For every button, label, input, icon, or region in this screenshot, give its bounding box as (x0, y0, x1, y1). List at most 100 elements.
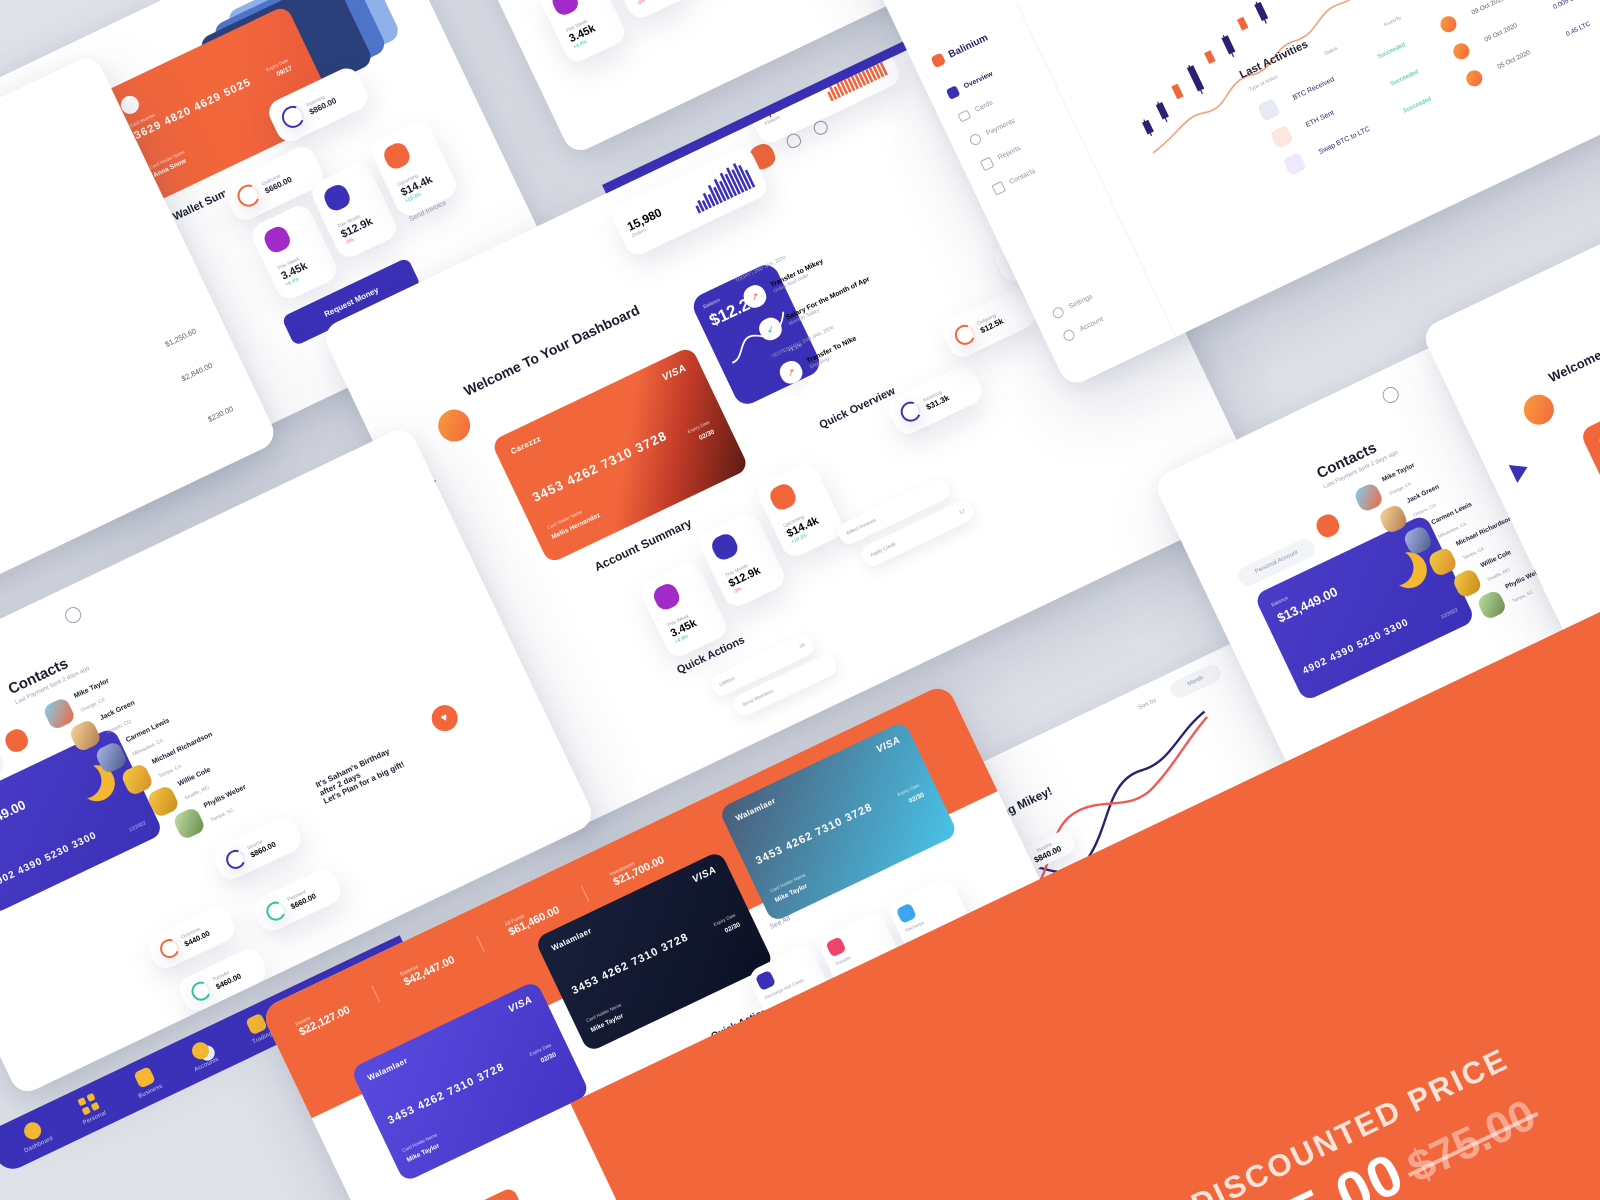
nav-item-dashboard[interactable]: Dashboard (14, 1116, 55, 1154)
contact-name: Mike Taylor (1381, 461, 1416, 484)
avatar (171, 806, 207, 841)
quick-action-label: Send Members (741, 688, 775, 709)
page-title: Welcome To Your Dashboard (1546, 295, 1600, 386)
avatar (1437, 13, 1460, 35)
sidebar-label: Reports (996, 144, 1023, 162)
card-number: 3453 4262 7310 3728 (529, 427, 670, 505)
stat-card-week[interactable]: This Week 3.45k +4.4% (535, 0, 629, 66)
clock-icon (766, 480, 799, 513)
transaction-amount: $1,250.60 (163, 326, 198, 349)
card-number: 4902 4390 5230 3300 (1301, 616, 1411, 677)
card-number: 3453 4262 7310 3728 (385, 1061, 507, 1127)
contact-name: Mike Taylor (72, 676, 111, 700)
avatar (1377, 502, 1410, 535)
divider (371, 985, 381, 1002)
lightning-icon (261, 223, 294, 256)
overview-incoming[interactable]: Incoming $31.3k (884, 361, 987, 439)
brand-logo-icon (1508, 458, 1532, 483)
mini-stat-payment[interactable]: Payment $660.00 (250, 864, 346, 936)
circle-icon (20, 1119, 44, 1142)
eth-icon (1269, 124, 1294, 149)
crypto-panel[interactable]: Balinium Overview Cards Payments Reports… (840, 0, 1600, 389)
contact-location: Tampa, CA (157, 762, 183, 780)
card-expiry: 02/30 (723, 921, 742, 935)
avatar (1352, 480, 1385, 513)
contact-location: Ontario, CO (1412, 502, 1437, 518)
birthday-reminder: It's Saham's Birthday after 2 days Let's… (314, 743, 406, 806)
contact-location: Ontario, CO (105, 718, 133, 736)
transaction-amount: $230.00 (206, 403, 235, 424)
nav-item-accounts[interactable]: Accounts (182, 1036, 223, 1074)
search-icon[interactable] (62, 604, 84, 626)
card-brand: Walamlaer (550, 926, 594, 953)
visa-logo: VISA (690, 864, 719, 886)
users-icon (188, 1039, 212, 1062)
settings-icon[interactable] (1, 725, 32, 756)
candlestick-chart (1141, 0, 1476, 154)
activity-status: Succeeded (1402, 96, 1433, 115)
sidebar-item-reports[interactable]: Reports (979, 140, 1029, 172)
nav-item-personal[interactable]: Personal (70, 1089, 111, 1127)
contact-location: Milwaukee, CA (1437, 521, 1468, 540)
sidebar-item-cards[interactable]: Cards (957, 93, 1005, 123)
contact-location: Tampa, CA (1461, 546, 1485, 561)
card-brand: Walamlaer (734, 796, 778, 823)
card-number: 3453 4262 7310 3728 (569, 931, 691, 998)
avatar[interactable] (1518, 389, 1559, 430)
avatar (93, 740, 129, 775)
settings-icon[interactable] (1313, 511, 1343, 541)
divider (580, 885, 590, 902)
quick-action-label: Billed Invoices (845, 517, 878, 537)
briefcase-icon (132, 1065, 156, 1089)
incoming-ring-icon (278, 102, 308, 132)
clock-icon (380, 139, 413, 172)
card-number: 3453 4262 7310 3728 (753, 801, 875, 868)
income-line-chart (0, 160, 28, 397)
sidebar-label: Cards (974, 99, 994, 114)
income-ring-icon (222, 846, 249, 872)
avatar (1463, 67, 1485, 90)
nav-item-business[interactable]: Business (126, 1063, 167, 1101)
transfer-icon (825, 936, 847, 958)
recharge-icon (895, 902, 918, 924)
activity-date: 05 Oct 2020 (1496, 48, 1532, 71)
top-stats-row: This Week 3.45k +4.4% This Month $12.9k … (535, 0, 860, 66)
mini-stat-income[interactable]: Income $860.00 (210, 813, 305, 884)
avatar[interactable] (432, 404, 476, 447)
visa-logo: VISA (660, 362, 689, 384)
avatar (1450, 566, 1483, 599)
gift-icon[interactable]: ♥ (427, 700, 463, 736)
sidebar-item-payments[interactable]: Payments (968, 116, 1017, 147)
avatar (1450, 40, 1473, 62)
card-icon (754, 969, 777, 992)
outcome-ring-icon (156, 935, 183, 961)
activity-status: Succeeded (1389, 69, 1420, 88)
incoming-ring-icon (897, 398, 925, 425)
quick-overview-title: Quick Overview (817, 385, 898, 432)
contact-location: Tampa, SC (1511, 589, 1534, 604)
lightning-icon (549, 0, 582, 19)
contact-location: Seattle, MO (183, 784, 211, 801)
search-icon[interactable] (1379, 384, 1402, 406)
card-expiry: 02/30 (539, 1051, 558, 1065)
avatar (1426, 545, 1459, 578)
chip-brand: Walamlaer (405, 1196, 512, 1200)
activity-amount: 0.005 ETH (1551, 0, 1583, 11)
quick-action-count: 16 (798, 642, 807, 651)
orders-bar-chart (695, 163, 756, 214)
balance-chip[interactable]: Walamlaer $12,327.00 (395, 1186, 531, 1200)
sort-label: Sort by (1137, 697, 1158, 712)
quick-action-label: Apply Credit (869, 541, 897, 559)
card-number: 4902 4390 5230 3300 (0, 830, 99, 891)
activity-amount: 0.45 LTC (1564, 19, 1592, 38)
card-expiry: 02/30 (907, 791, 926, 805)
swap-icon (1282, 152, 1307, 177)
transfer-ring-icon (188, 978, 214, 1004)
chart-icon (321, 181, 354, 214)
visa-logo: VISA (506, 994, 535, 1016)
chart-icon (708, 530, 741, 563)
outcome-ring-icon (233, 180, 264, 211)
orders-counter[interactable]: 15,980 Orders (608, 143, 771, 259)
quick-action-count: 12 (958, 508, 967, 517)
card-brand: Carezzz (509, 433, 543, 457)
